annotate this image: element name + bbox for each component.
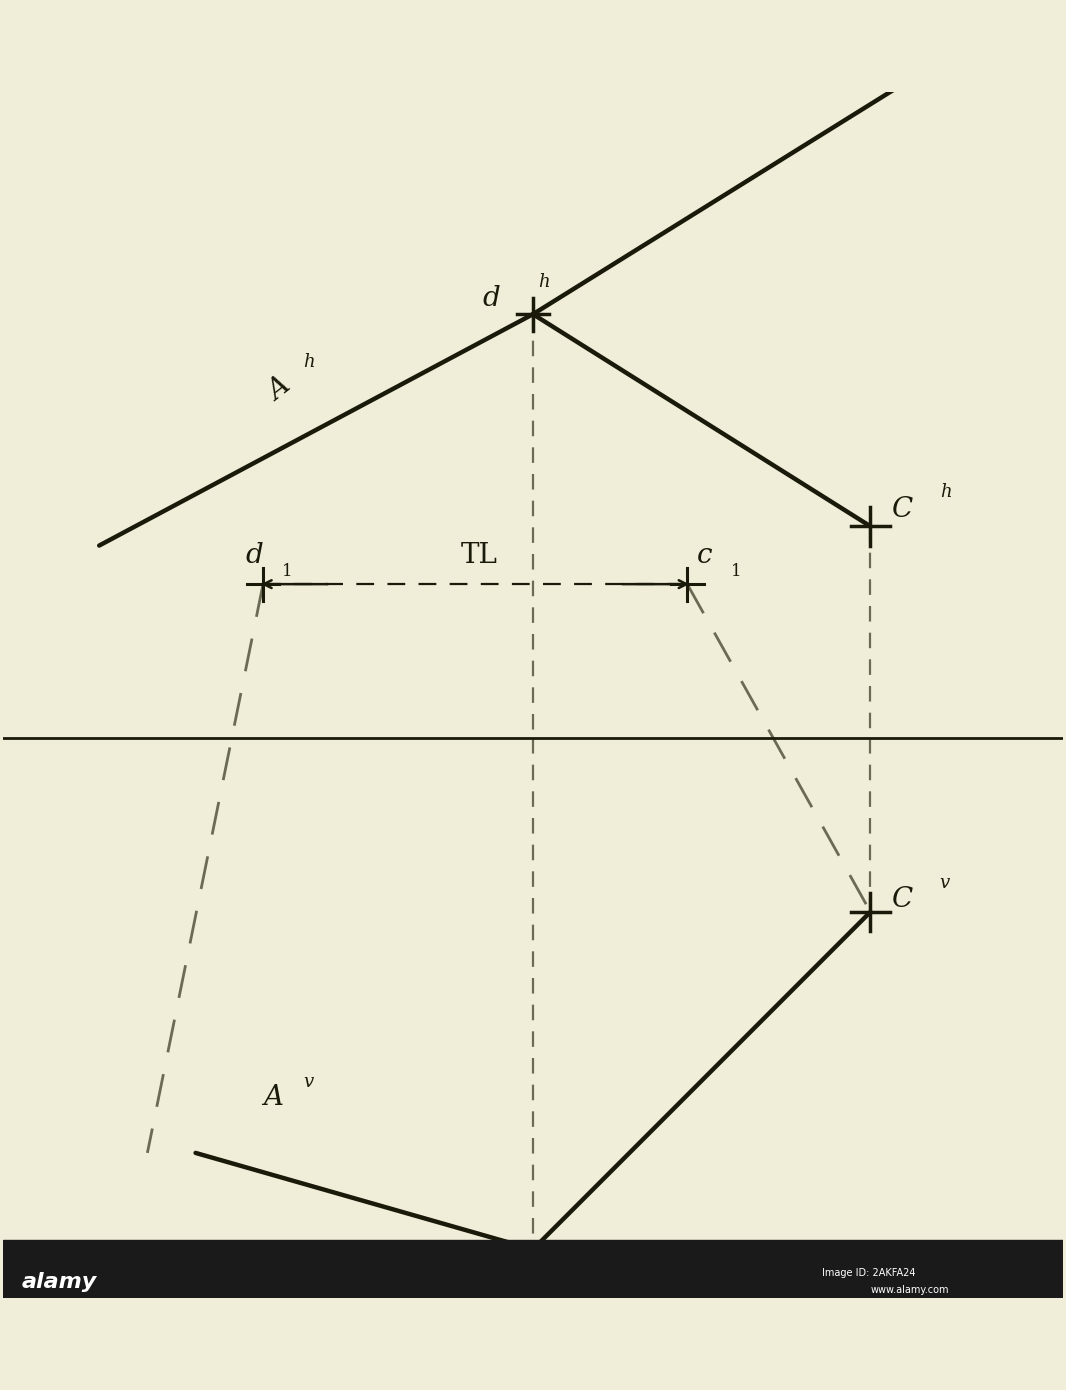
- Text: C: C: [891, 496, 912, 523]
- Text: d: d: [483, 285, 501, 313]
- Text: v: v: [940, 874, 950, 892]
- Text: alamy: alamy: [22, 1272, 97, 1291]
- Text: www.alamy.com: www.alamy.com: [871, 1284, 949, 1294]
- Bar: [3, 1240, 1063, 1297]
- Text: h: h: [304, 353, 316, 371]
- Text: c: c: [697, 542, 712, 569]
- Text: v: v: [304, 1073, 313, 1091]
- Text: Image ID: 2AKFA24: Image ID: 2AKFA24: [822, 1268, 916, 1279]
- Text: h: h: [940, 484, 952, 502]
- Text: 1: 1: [730, 563, 741, 581]
- Text: h: h: [538, 274, 549, 292]
- Text: TL: TL: [461, 542, 498, 569]
- Text: 1: 1: [282, 563, 293, 581]
- Text: A: A: [263, 374, 295, 407]
- Text: d: d: [246, 542, 263, 569]
- Text: C: C: [891, 885, 912, 913]
- Text: A: A: [263, 1084, 284, 1111]
